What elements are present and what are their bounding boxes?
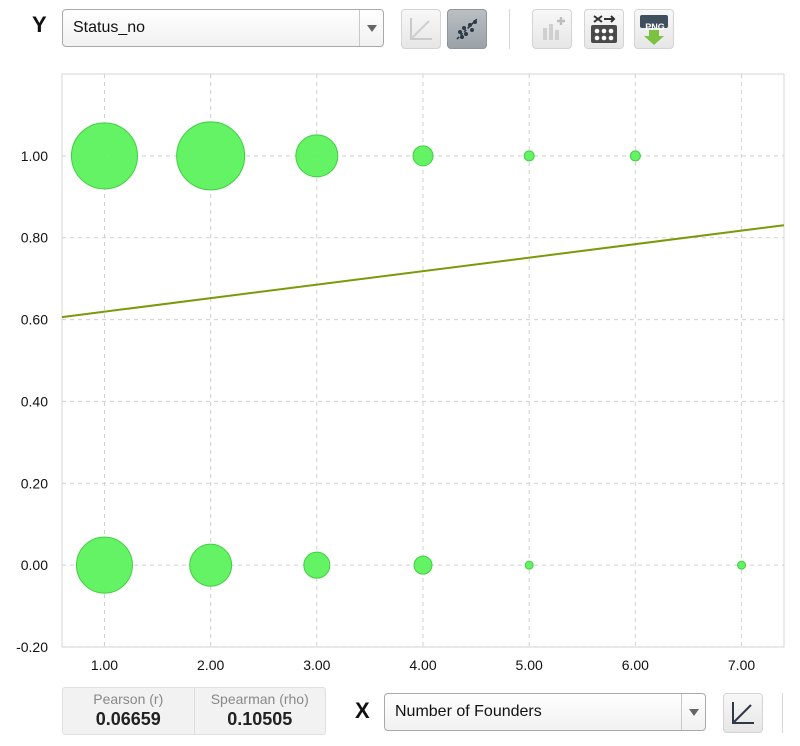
x-tick-label: 7.00	[728, 657, 755, 673]
x-tick-label: 6.00	[622, 657, 649, 673]
data-point	[189, 543, 233, 587]
data-point	[629, 150, 641, 162]
x-tick-label: 4.00	[409, 657, 436, 673]
scatter-trend-button[interactable]	[447, 9, 487, 49]
spearman-stat: Spearman (rho) 0.10505	[193, 688, 326, 734]
data-point	[303, 551, 331, 579]
x-variable-value: Number of Founders	[395, 703, 542, 720]
data-point	[176, 121, 246, 191]
y-tick-label: -0.20	[16, 639, 48, 655]
png-download-icon	[640, 15, 668, 45]
y-variable-value: Status_no	[73, 19, 146, 36]
png-label: PNG	[645, 22, 665, 32]
x-axis-letter: X	[355, 698, 370, 723]
y-tick-label: 0.00	[21, 557, 48, 573]
trend-line	[61, 224, 785, 319]
correlation-stats: Pearson (r) 0.06659 Spearman (rho) 0.105…	[62, 687, 326, 735]
png-download-button[interactable]: PNG	[634, 9, 674, 49]
y-variable-select[interactable]: Status_no	[62, 9, 384, 47]
line-chart-button[interactable]	[401, 9, 441, 49]
add-bar-chart-button[interactable]	[532, 9, 572, 49]
pearson-value: 0.06659	[95, 709, 161, 729]
shuffle-matrix-icon	[591, 15, 617, 43]
pearson-stat: Pearson (r) 0.06659	[63, 688, 194, 734]
y-tick-label: 1.00	[21, 148, 48, 164]
right-edge-divider	[782, 693, 783, 733]
y-tick-label: 0.40	[21, 393, 48, 409]
x-line-chart-button[interactable]	[723, 693, 763, 733]
toolbar-divider	[509, 9, 510, 49]
x-tick-label: 3.00	[303, 657, 330, 673]
data-point	[75, 536, 133, 594]
scatter-chart: 1.00 0.80 0.60 0.40 0.20 0.00 -0.20 1.00 2.00 3.0…	[16, 73, 785, 673]
scatter-trend-icon	[456, 18, 478, 40]
line-chart-icon	[732, 702, 754, 724]
shuffle-matrix-button[interactable]	[584, 9, 624, 49]
spearman-label: Spearman (rho)	[210, 691, 309, 707]
chevron-down-icon	[681, 694, 705, 730]
y-tick-label: 0.20	[21, 475, 48, 491]
data-point	[524, 560, 534, 570]
data-point	[523, 150, 535, 162]
chevron-down-icon	[359, 10, 383, 46]
line-chart-icon	[410, 18, 432, 40]
data-point	[412, 145, 434, 167]
data-point	[70, 122, 138, 190]
add-bar-chart-icon	[543, 17, 565, 40]
pearson-label: Pearson (r)	[93, 691, 164, 707]
x-variable-select[interactable]: Number of Founders	[384, 693, 706, 731]
data-point	[413, 555, 433, 575]
x-tick-label: 5.00	[516, 657, 543, 673]
y-tick-label: 0.80	[21, 230, 48, 246]
spearman-value: 0.10505	[227, 709, 293, 729]
y-tick-label: 0.60	[21, 312, 48, 328]
x-tick-label: 1.00	[91, 657, 118, 673]
x-tick-label: 2.00	[197, 657, 224, 673]
data-point	[295, 134, 339, 178]
data-point	[737, 560, 747, 570]
y-axis-letter: Y	[32, 12, 47, 37]
